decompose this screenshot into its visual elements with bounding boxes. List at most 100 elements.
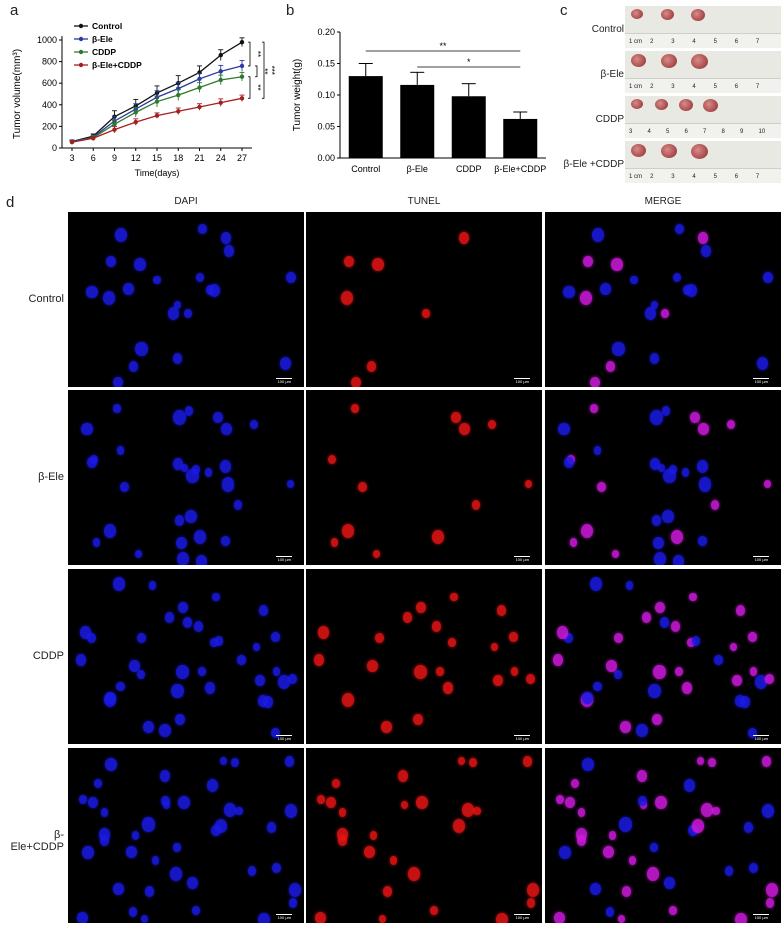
micrograph-merge: 100 µm (545, 748, 781, 923)
x-tick-label: 15 (152, 153, 162, 163)
cell-nucleus (223, 245, 235, 258)
cell-nucleus (648, 683, 661, 699)
cell-nucleus (606, 659, 617, 672)
cell-nucleus (177, 601, 188, 614)
data-point (176, 109, 181, 114)
tumor-photo: 1 cm 2 3 4 5 6 7 (625, 6, 781, 48)
cell-nucleus (553, 911, 565, 923)
cell-nucleus (763, 271, 773, 283)
cell-nucleus (408, 867, 420, 881)
cell-nucleus (235, 806, 243, 816)
panel-label-b: b (286, 2, 295, 19)
cell-nucleus (687, 638, 695, 647)
tumor-sample (631, 99, 643, 109)
cell-nucleus (176, 551, 190, 565)
cell-nucleus (116, 681, 125, 692)
cell-nucleus (98, 828, 111, 842)
legend-label: β-Ele+CDDP (92, 60, 142, 70)
cell-nucleus (192, 905, 200, 915)
x-tick-label: 18 (173, 153, 183, 163)
cell-nucleus (509, 631, 518, 642)
cell-nucleus (698, 536, 707, 546)
cell-nucleus (142, 817, 155, 832)
cell-nucleus (525, 673, 535, 685)
cell-nucleus (207, 778, 219, 792)
cell-nucleus (739, 696, 751, 709)
cell-nucleus (613, 670, 622, 680)
cell-nucleus (662, 509, 675, 524)
cell-nucleus (271, 631, 280, 642)
ruler-mark: 5 (713, 84, 717, 90)
cell-nucleus (605, 360, 616, 372)
y-tick-label: 0.15 (317, 59, 335, 69)
cell-nucleus (182, 616, 193, 628)
scale-bar-label: 100 µm (277, 379, 291, 384)
cell-nucleus (81, 422, 93, 436)
cell-nucleus (669, 905, 677, 915)
cell-nucleus (453, 819, 466, 833)
legend-label: Control (92, 21, 122, 31)
scale-bar (514, 378, 530, 379)
cell-nucleus (659, 616, 670, 628)
cell-nucleus (590, 403, 598, 413)
cell-nucleus (271, 727, 281, 739)
cell-nucleus (128, 906, 138, 917)
y-tick-label: 0.05 (317, 122, 335, 132)
cell-nucleus (80, 626, 91, 639)
cell-nucleus (341, 524, 354, 539)
tumor-sample (661, 54, 677, 68)
cell-nucleus (358, 481, 367, 493)
cell-nucleus (525, 479, 533, 489)
data-point (176, 92, 181, 98)
y-tick-label: 200 (42, 121, 57, 131)
cell-nucleus (569, 538, 578, 547)
scale-bar-label: 100 µm (277, 915, 291, 920)
cell-nucleus (613, 633, 623, 644)
cell-nucleus (397, 770, 408, 782)
cell-nucleus (287, 479, 295, 489)
cell-nucleus (608, 831, 617, 841)
scale-bar (514, 556, 530, 557)
cell-nucleus (617, 914, 625, 923)
cell-nucleus (671, 530, 684, 544)
cell-nucleus (487, 419, 496, 429)
cell-nucleus (421, 309, 430, 318)
tumor-sample (691, 144, 708, 159)
micrograph-tunel: 100 µm (306, 212, 542, 387)
scale-bar (753, 556, 769, 557)
ruler-mark: 5 (713, 174, 717, 180)
cell-nucleus (279, 356, 292, 370)
cell-nucleus (729, 642, 738, 652)
ruler-mark: 7 (703, 129, 707, 135)
scale-bar-label: 100 µm (754, 736, 768, 741)
cell-nucleus (724, 866, 733, 876)
ruler-mark: 6 (734, 39, 739, 45)
cell-nucleus (430, 905, 438, 915)
cell-nucleus (233, 499, 243, 510)
series-3 (69, 94, 245, 145)
significance-label: ** (253, 51, 262, 57)
cell-nucleus (458, 232, 469, 244)
ruler-mark: 3 (671, 39, 675, 45)
cell-nucleus (219, 460, 231, 474)
cell-nucleus (526, 882, 540, 898)
cell-nucleus (582, 255, 593, 267)
y-tick-label: 0.00 (317, 153, 335, 163)
cell-nucleus (493, 674, 504, 687)
cell-nucleus (173, 300, 181, 310)
cell-nucleus (564, 632, 574, 644)
cell-nucleus (185, 509, 198, 524)
cell-nucleus (700, 245, 712, 258)
cell-nucleus (671, 621, 681, 632)
cell-nucleus (756, 356, 769, 370)
data-point (69, 139, 75, 145)
column-label-tunel: TUNEL (407, 196, 441, 207)
cell-nucleus (286, 271, 296, 283)
data-point (239, 96, 245, 101)
micrograph-dapi: 100 µm (68, 569, 304, 744)
significance-bracket (248, 41, 251, 67)
cell-nucleus (278, 675, 291, 689)
cell-nucleus (318, 626, 329, 639)
y-tick-label: 0.10 (317, 90, 335, 100)
tumor-photo-panel: Control 1 cm 2 3 4 5 6 7 β-Ele 1 cm 2 3 4 5 6 7 CDDP 3 4 5 6… (555, 0, 784, 185)
